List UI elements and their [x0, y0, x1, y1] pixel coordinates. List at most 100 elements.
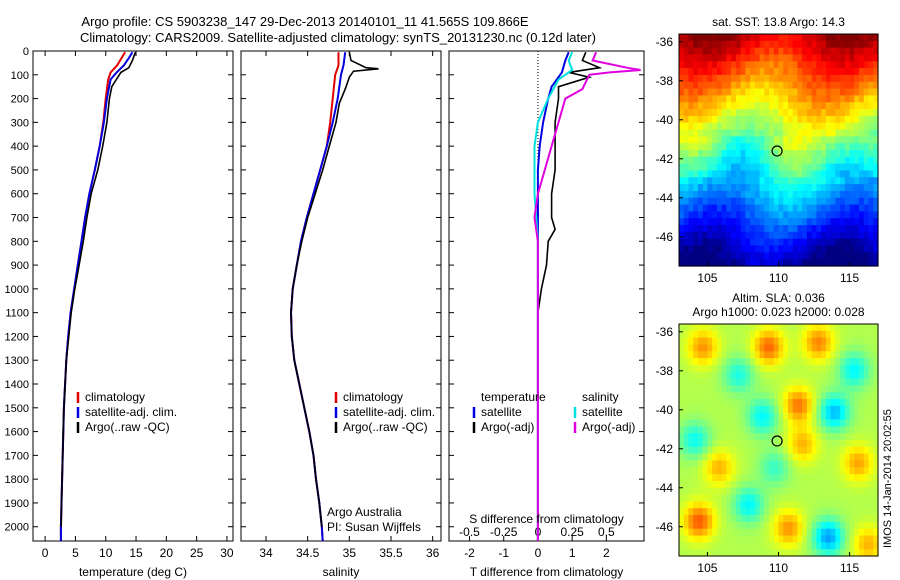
- sla-cell: [688, 501, 694, 509]
- sst-cell: [683, 47, 690, 56]
- sla-cell: [840, 392, 846, 400]
- sst-cell: [802, 109, 808, 117]
- sst-cell: [844, 231, 851, 240]
- sst-cell: [840, 197, 846, 206]
- sst-cell: [811, 225, 818, 233]
- sst-cell: [721, 136, 727, 144]
- sst-cell: [787, 88, 794, 97]
- sla-cell: [825, 351, 832, 359]
- sst-cell: [816, 231, 822, 240]
- sst-cell: [854, 109, 860, 117]
- sla-cell: [863, 351, 870, 359]
- sst-cell: [697, 170, 704, 178]
- sst-cell: [759, 163, 765, 172]
- sla-cell: [802, 446, 808, 455]
- sst-cell: [778, 54, 784, 62]
- sst-cell: [712, 102, 718, 110]
- sst-cell: [840, 225, 846, 233]
- sst-cell: [844, 211, 851, 219]
- sla-cell: [773, 440, 780, 448]
- sla-cell: [802, 542, 808, 550]
- sla-cell: [750, 474, 756, 482]
- sla-cell: [783, 433, 789, 441]
- sst-cell: [863, 225, 870, 233]
- sst-cell: [835, 238, 841, 247]
- sla-cell: [764, 344, 770, 352]
- sst-cell: [726, 47, 732, 56]
- sst-cell: [764, 197, 770, 206]
- sst-cell: [792, 129, 799, 137]
- sla-cell: [773, 358, 780, 366]
- sla-cell: [806, 330, 813, 339]
- sst-cell: [797, 34, 803, 42]
- sla-cell: [745, 412, 751, 421]
- y-tick-label: -38: [656, 74, 674, 88]
- sla-cell: [716, 549, 723, 557]
- sst-cell: [868, 34, 874, 42]
- sst-cell: [754, 61, 761, 69]
- sst-cell: [859, 245, 865, 253]
- sst-cell: [750, 190, 756, 199]
- sst-cell: [769, 129, 775, 137]
- sst-cell: [731, 102, 737, 110]
- sst-cell: [849, 184, 855, 192]
- sst-cell: [778, 68, 784, 76]
- sst-cell: [731, 156, 737, 165]
- sla-cell: [873, 501, 879, 509]
- sst-cell: [707, 252, 713, 260]
- sla-cell: [726, 324, 732, 332]
- sst-cell: [849, 190, 855, 199]
- sst-cell: [697, 259, 704, 267]
- sst-cell: [707, 225, 713, 233]
- sla-cell: [802, 440, 808, 448]
- sla-cell: [759, 528, 765, 537]
- sst-cell: [740, 54, 746, 62]
- sst-cell: [740, 170, 746, 178]
- sst-cell: [835, 177, 841, 185]
- sst-cell: [683, 54, 690, 62]
- sla-cell: [712, 535, 718, 543]
- sst-cell: [849, 225, 855, 233]
- sla-cell: [806, 364, 813, 373]
- sst-cell: [792, 252, 799, 260]
- sla-cell: [868, 371, 874, 380]
- sst-cell: [844, 136, 851, 144]
- sla-cell: [716, 480, 723, 489]
- sst-cell: [783, 197, 789, 206]
- sst-cell: [712, 150, 718, 158]
- sst-cell: [840, 74, 846, 83]
- sst-cell: [825, 259, 832, 267]
- sla-cell: [688, 364, 694, 373]
- sla-cell: [740, 480, 746, 489]
- sla-cell: [735, 467, 742, 475]
- sla-cell: [825, 528, 832, 537]
- sla-cell: [735, 521, 742, 530]
- sst-cell: [873, 238, 879, 247]
- sla-cell: [873, 426, 879, 434]
- sst-cell: [764, 163, 770, 172]
- sst-cell: [702, 129, 709, 137]
- sla-cell: [769, 378, 775, 387]
- sla-cell: [783, 480, 789, 489]
- sla-cell: [849, 542, 855, 550]
- sla-cell: [721, 480, 727, 489]
- sst-cell: [764, 177, 770, 185]
- temperature-frame: [32, 50, 234, 542]
- sst-cell: [787, 211, 794, 219]
- sst-cell: [859, 122, 865, 131]
- sst-cell: [764, 88, 770, 97]
- sst-cell: [778, 95, 784, 103]
- sla-cell: [840, 433, 846, 441]
- sla-cell: [797, 549, 803, 557]
- sla-cell: [754, 494, 761, 503]
- sst-cell: [688, 197, 694, 206]
- sst-cell: [821, 74, 827, 83]
- sst-cell: [759, 197, 765, 206]
- sst-cell: [745, 177, 751, 185]
- sst-cell: [840, 156, 846, 165]
- sla-cell: [835, 521, 841, 530]
- sla-cell: [679, 351, 685, 359]
- sla-cell: [863, 446, 870, 455]
- sla-cell: [797, 378, 803, 387]
